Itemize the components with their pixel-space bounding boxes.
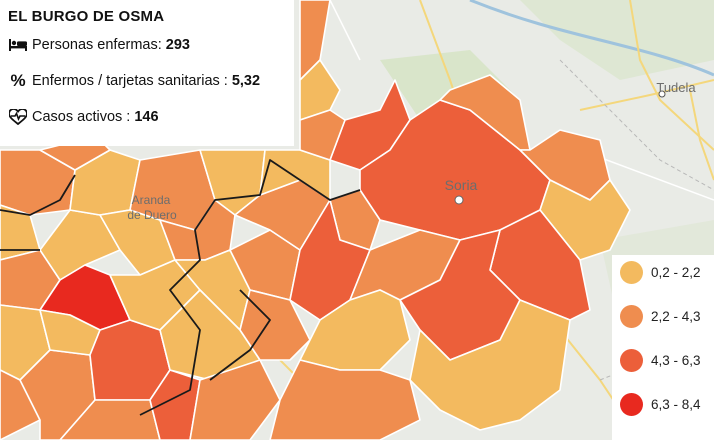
legend-item: 4,3 - 6,3 <box>620 349 714 372</box>
legend-swatch <box>620 393 643 416</box>
info-value-sick: 293 <box>165 37 190 53</box>
info-row-sick: Personas enfermas: 293 <box>8 35 286 55</box>
info-value-ratio: 5,32 <box>231 73 261 89</box>
info-row-active: Casos activos : 146 <box>8 107 286 127</box>
legend-label: 2,2 - 4,3 <box>651 309 701 324</box>
legend-swatch <box>620 305 643 328</box>
legend-label: 6,3 - 8,4 <box>651 397 701 412</box>
legend: 0,2 - 2,2 2,2 - 4,3 4,3 - 6,3 6,3 - 8,4 <box>612 255 714 440</box>
municipality-title: EL BURGO DE OSMA <box>8 8 165 25</box>
info-label-active: Casos activos : <box>32 109 131 125</box>
legend-item: 6,3 - 8,4 <box>620 393 714 416</box>
heartbeat-icon <box>8 109 28 125</box>
bed-icon <box>8 37 28 53</box>
info-label-ratio: Enfermos / tarjetas sanitarias : <box>32 73 228 89</box>
place-label-aranda: Aranda <box>132 193 171 207</box>
place-label-soria: Soria <box>445 177 478 193</box>
place-label-tudela: Tudela <box>656 80 696 95</box>
legend-label: 0,2 - 2,2 <box>651 265 701 280</box>
legend-label: 4,3 - 6,3 <box>651 353 701 368</box>
place-label-de-duero: de Duero <box>127 208 177 222</box>
legend-swatch <box>620 349 643 372</box>
info-value-active: 146 <box>134 109 159 125</box>
legend-item: 0,2 - 2,2 <box>620 261 714 284</box>
info-label-sick: Personas enfermas: <box>32 37 162 53</box>
legend-item: 2,2 - 4,3 <box>620 305 714 328</box>
info-row-ratio: % Enfermos / tarjetas sanitarias : 5,32 <box>8 71 286 91</box>
legend-swatch <box>620 261 643 284</box>
percent-icon: % <box>10 71 26 90</box>
info-panel: EL BURGO DE OSMA Personas enfermas: 293 … <box>0 0 294 146</box>
